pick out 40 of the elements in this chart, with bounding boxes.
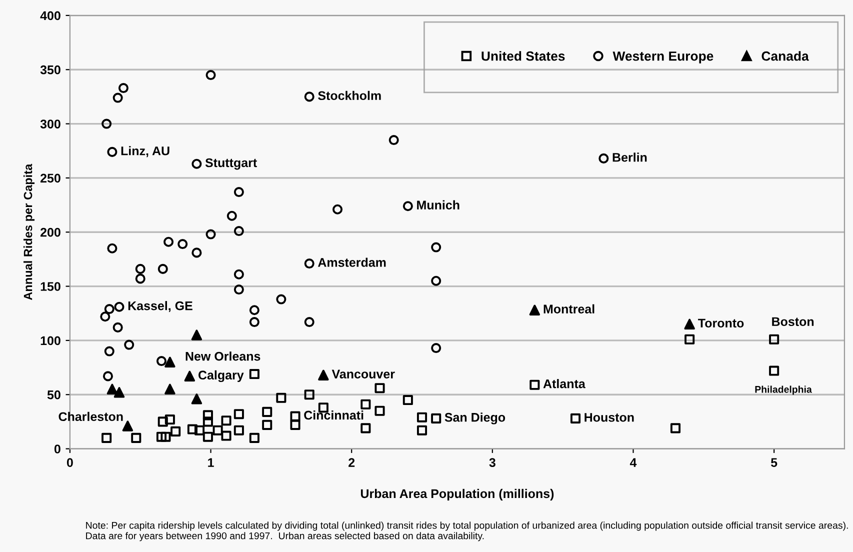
- annotation: Charleston: [58, 412, 123, 422]
- annotation: Atlanta: [543, 379, 586, 388]
- x-axis-title: Urban Area Population (millions): [360, 488, 554, 501]
- annotation: Linz, AU: [121, 146, 170, 158]
- annotation: Toronto: [698, 318, 744, 328]
- annotation: Philadelphia: [755, 386, 812, 395]
- annotation: Stockholm: [318, 90, 381, 100]
- x-tick-label: 4: [630, 458, 637, 467]
- y-tick-label: 300: [40, 120, 60, 128]
- annotation: Calgary: [198, 370, 244, 382]
- y-tick-label: 150: [40, 282, 60, 291]
- annotation: Montreal: [544, 304, 594, 314]
- annotation: Cincinnati: [304, 410, 364, 420]
- text: Note: Per capita ridership levels calculated by dividing total (unlinked) transit rides by total population of urbanized area (including population outside official transit service areas). Data are for years between 1990 and 1997. Urban areas selected based on data availability.: [86, 522, 848, 542]
- annotation: Kassel, GE: [128, 301, 192, 312]
- x-tick-label: 0: [66, 458, 73, 467]
- y-tick-label: 200: [40, 228, 60, 237]
- legend-label: United States: [482, 51, 565, 61]
- x-tick-label: 2: [348, 458, 355, 467]
- annotation: Houston: [584, 413, 634, 422]
- annotation: Munich: [417, 200, 460, 210]
- x-tick-label: 1: [208, 458, 214, 467]
- y-tick-label: 250: [40, 174, 60, 183]
- annotation: San Diego: [444, 412, 506, 424]
- y-tick-label: 350: [40, 65, 60, 74]
- x-tick-label: 5: [770, 458, 778, 467]
- annotation: New Orleans: [186, 352, 260, 361]
- annotation: Boston: [772, 317, 814, 326]
- y-tick-label: 50: [47, 390, 60, 400]
- annotation: Vancouver: [332, 370, 395, 378]
- y-tick-label: 400: [40, 11, 60, 20]
- y-tick-label: 100: [40, 336, 60, 346]
- legend-label: Canada: [762, 51, 809, 61]
- annotation: Amsterdam: [318, 258, 386, 267]
- annotation: Stuttgart: [205, 158, 257, 170]
- x-tick-label: 3: [489, 458, 496, 468]
- y-axis-title: Annual Rides per Capita: [24, 164, 35, 300]
- y-tick-label: 0: [54, 444, 60, 454]
- legend-label: Western Europe: [612, 52, 714, 64]
- annotation: Berlin: [612, 152, 647, 162]
